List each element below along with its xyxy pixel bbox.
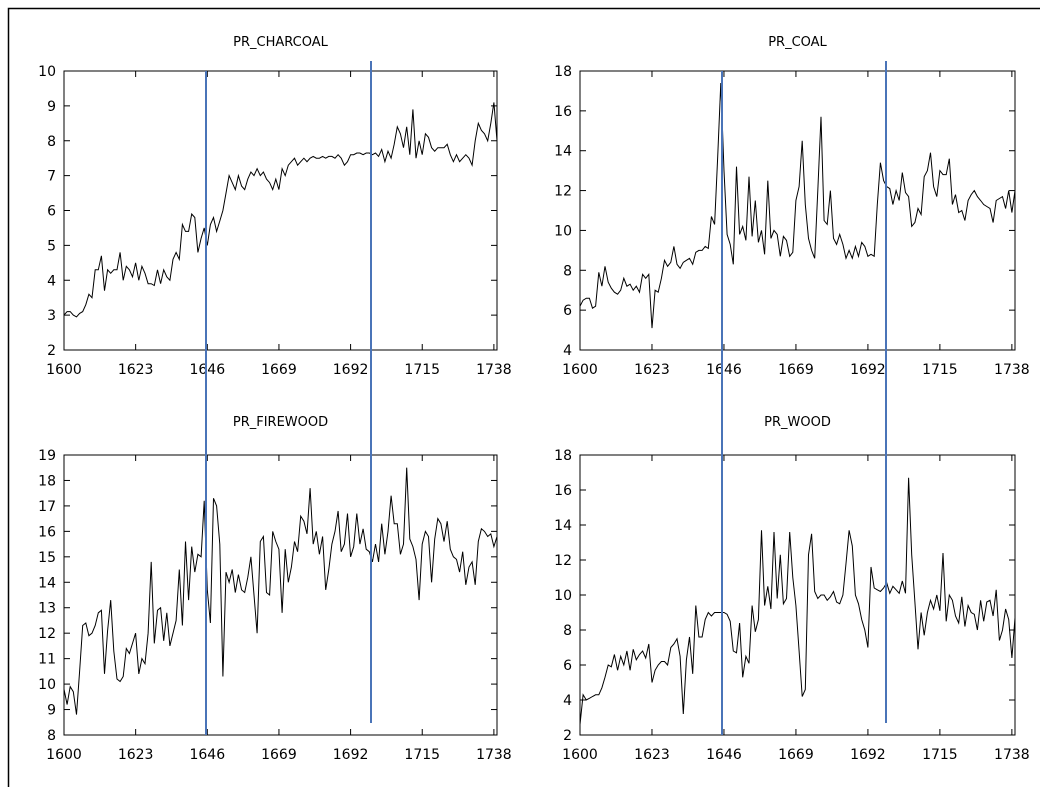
series-line	[63, 467, 498, 715]
y-tick-label: 5	[47, 238, 56, 254]
y-tick-label: 13	[38, 601, 56, 617]
x-tick-label: 1715	[922, 747, 958, 763]
reference-lines	[205, 61, 887, 735]
y-tick-label: 10	[554, 223, 572, 239]
y-tick-label: 12	[38, 626, 56, 642]
x-tick-label: 1669	[261, 362, 297, 378]
series-line	[63, 102, 498, 318]
chart-title: PR_FIREWOOD	[233, 415, 328, 430]
chart-panel-4: PR_WOOD 2 4 6 8 10 12 14 16 18 1600 1623 1646 1669 169…	[554, 415, 1030, 763]
y-tick-label: 3	[47, 308, 56, 324]
figure-frame	[7, 7, 1040, 787]
y-tick-label: 16	[554, 104, 572, 120]
y-tick-label: 16	[554, 483, 572, 499]
x-tick-label: 1669	[261, 747, 297, 763]
x-tick-label: 1738	[476, 362, 512, 378]
x-tick-label: 1692	[333, 747, 369, 763]
chart-title: PR_WOOD	[764, 415, 831, 430]
chart-panel-2: PR_COAL 4 6 8 10 12 14 16 18 1600 1623 1646 1669 1692…	[554, 35, 1030, 378]
y-tick-label: 2	[563, 728, 572, 744]
y-tick-label: 15	[38, 550, 56, 566]
y-tick-label: 4	[563, 693, 572, 709]
series-line	[579, 477, 1016, 725]
y-tick-label: 9	[47, 99, 56, 115]
y-tick-label: 12	[554, 184, 572, 200]
y-tick-label: 6	[563, 658, 572, 674]
plot-area	[579, 70, 1016, 351]
y-tick-label: 9	[47, 703, 56, 719]
x-tick-label: 1600	[562, 362, 598, 378]
x-tick-label: 1646	[189, 362, 225, 378]
y-tick-label: 4	[47, 273, 56, 289]
y-tick-label: 10	[38, 64, 56, 80]
y-tick-label: 8	[47, 134, 56, 150]
x-tick-label: 1623	[634, 362, 670, 378]
x-tick-label: 1600	[46, 362, 82, 378]
y-tick-label: 18	[554, 64, 572, 80]
x-tick-label: 1646	[706, 362, 742, 378]
y-tick-label: 16	[38, 524, 56, 540]
x-tick-label: 1738	[476, 747, 512, 763]
x-tick-label: 1669	[778, 747, 814, 763]
y-tick-label: 8	[563, 263, 572, 279]
y-tick-label: 10	[554, 588, 572, 604]
chart-panel-3: PR_FIREWOOD 8 9 10 11 12 13 14 15 16 17 18 19 1600 162…	[38, 415, 512, 763]
y-tick-label: 17	[38, 499, 56, 515]
y-tick-label: 6	[563, 303, 572, 319]
x-tick-label: 1646	[189, 747, 225, 763]
chart-panel-1: PR_CHARCOAL 2 3 4 5 6 7 8 9 10 1600 1623 1646 1669 169…	[38, 35, 512, 378]
y-tick-label: 18	[554, 448, 572, 464]
x-tick-label: 1646	[706, 747, 742, 763]
plot-area	[63, 454, 498, 736]
x-tick-label: 1715	[922, 362, 958, 378]
x-tick-label: 1715	[404, 362, 440, 378]
y-tick-label: 18	[38, 473, 56, 489]
x-tick-label: 1669	[778, 362, 814, 378]
x-tick-label: 1738	[994, 747, 1030, 763]
y-tick-label: 8	[563, 623, 572, 639]
series-line	[579, 82, 1016, 329]
x-tick-label: 1623	[118, 362, 154, 378]
y-tick-label: 6	[47, 204, 56, 220]
x-tick-label: 1623	[634, 747, 670, 763]
x-tick-label: 1692	[850, 747, 886, 763]
y-tick-label: 11	[38, 652, 56, 668]
chart-title: PR_CHARCOAL	[233, 35, 328, 50]
y-tick-label: 10	[38, 677, 56, 693]
chart-title: PR_COAL	[768, 35, 827, 50]
y-tick-label: 14	[554, 144, 572, 160]
plot-area	[63, 70, 498, 351]
x-tick-label: 1738	[994, 362, 1030, 378]
x-tick-label: 1600	[46, 747, 82, 763]
y-tick-label: 2	[47, 343, 56, 359]
y-tick-label: 14	[554, 518, 572, 534]
y-tick-label: 19	[38, 448, 56, 464]
y-tick-label: 4	[563, 343, 572, 359]
x-tick-label: 1692	[850, 362, 886, 378]
x-tick-label: 1692	[333, 362, 369, 378]
y-tick-label: 12	[554, 553, 572, 569]
x-tick-label: 1623	[118, 747, 154, 763]
y-tick-label: 8	[47, 728, 56, 744]
y-tick-label: 14	[38, 575, 56, 591]
y-tick-label: 7	[47, 169, 56, 185]
x-tick-label: 1715	[404, 747, 440, 763]
x-tick-label: 1600	[562, 747, 598, 763]
